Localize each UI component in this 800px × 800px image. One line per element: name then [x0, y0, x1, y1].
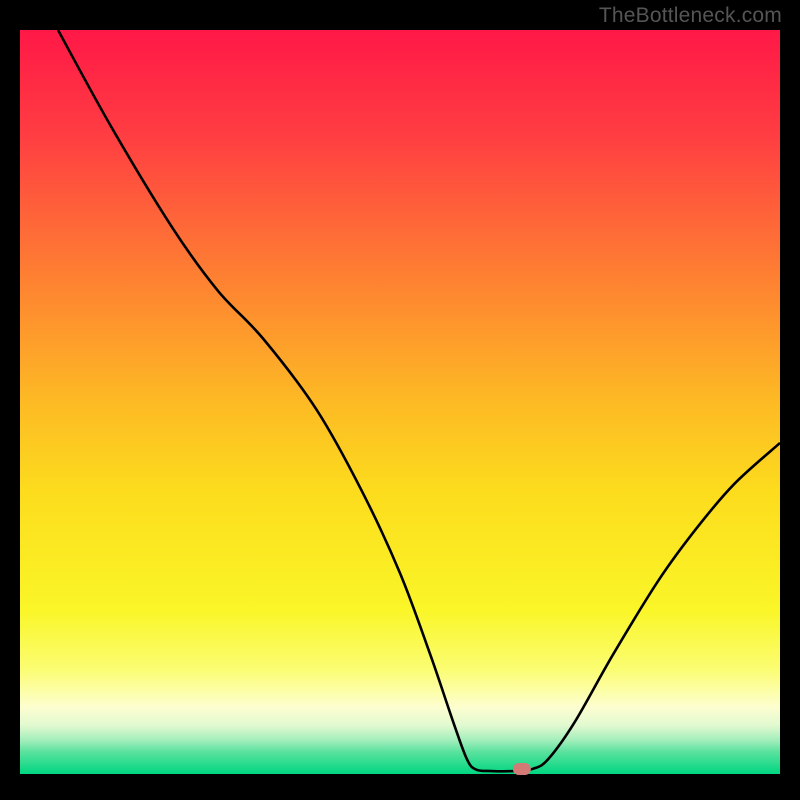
plot-area — [20, 30, 780, 774]
watermark-text: TheBottleneck.com — [599, 4, 782, 28]
bottleneck-curve — [20, 30, 780, 774]
optimum-marker — [512, 763, 530, 775]
chart-container: TheBottleneck.com — [0, 0, 800, 800]
curve-path — [58, 30, 780, 771]
